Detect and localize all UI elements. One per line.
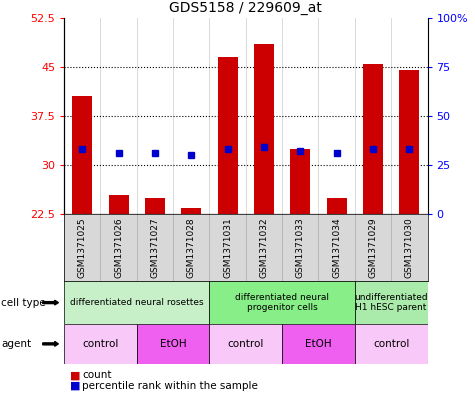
- Text: agent: agent: [1, 339, 31, 349]
- Text: control: control: [82, 339, 119, 349]
- Bar: [209, 281, 355, 324]
- Bar: [363, 64, 383, 214]
- Text: GSM1371030: GSM1371030: [405, 217, 414, 278]
- Text: percentile rank within the sample: percentile rank within the sample: [82, 381, 258, 391]
- Text: cell type: cell type: [1, 298, 46, 308]
- Text: GSM1371025: GSM1371025: [78, 217, 87, 278]
- Text: ■: ■: [70, 381, 80, 391]
- Bar: [137, 324, 209, 364]
- Text: ■: ■: [70, 370, 80, 380]
- Text: GSM1371027: GSM1371027: [151, 217, 160, 278]
- Text: GSM1371028: GSM1371028: [187, 217, 196, 278]
- Text: EtOH: EtOH: [305, 339, 332, 349]
- Text: count: count: [82, 370, 112, 380]
- Text: control: control: [228, 339, 264, 349]
- Bar: [355, 281, 428, 324]
- Text: differentiated neural rosettes: differentiated neural rosettes: [70, 298, 204, 307]
- Text: control: control: [373, 339, 409, 349]
- Bar: [72, 96, 92, 214]
- Bar: [327, 198, 347, 214]
- Text: GSM1371031: GSM1371031: [223, 217, 232, 278]
- Bar: [109, 195, 129, 214]
- Bar: [254, 44, 274, 214]
- Bar: [64, 281, 209, 324]
- Text: differentiated neural
progenitor cells: differentiated neural progenitor cells: [235, 293, 329, 312]
- Text: GSM1371032: GSM1371032: [259, 217, 268, 278]
- Bar: [145, 198, 165, 214]
- Text: GSM1371029: GSM1371029: [369, 217, 378, 278]
- Text: undifferentiated
H1 hESC parent: undifferentiated H1 hESC parent: [354, 293, 428, 312]
- Bar: [209, 324, 282, 364]
- Text: GSM1371026: GSM1371026: [114, 217, 123, 278]
- Text: GSM1371033: GSM1371033: [296, 217, 305, 278]
- Bar: [218, 57, 238, 214]
- Text: GSM1371034: GSM1371034: [332, 217, 341, 278]
- Bar: [282, 324, 355, 364]
- Title: GDS5158 / 229609_at: GDS5158 / 229609_at: [170, 1, 322, 15]
- Bar: [355, 324, 428, 364]
- Bar: [290, 149, 310, 214]
- Bar: [181, 208, 201, 214]
- Bar: [64, 324, 137, 364]
- Bar: [399, 70, 419, 214]
- Text: EtOH: EtOH: [160, 339, 187, 349]
